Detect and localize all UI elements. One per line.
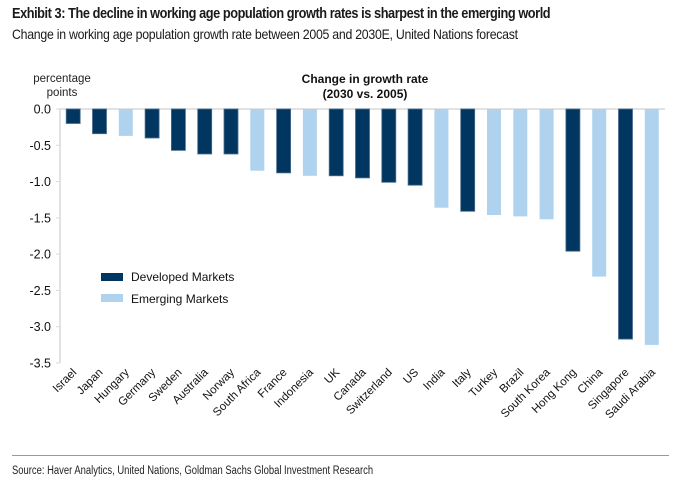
legend-label-emerging: Emerging Markets <box>131 292 228 306</box>
x-tick-label: US <box>401 366 421 386</box>
chart-title-line1: Change in growth rate <box>302 72 429 86</box>
y-axis: 0.0 -0.5 -1.0 -1.5 -2.0 -2.5 -3.0 -3.5 <box>29 103 665 371</box>
x-tick-label: Israel <box>51 367 79 395</box>
y-tick-label: -3.0 <box>29 320 51 334</box>
chart-title-line2: (2030 vs. 2005) <box>323 87 408 101</box>
bar-sweden <box>170 108 186 151</box>
bar-france <box>276 108 292 174</box>
bar-south-korea <box>539 109 554 220</box>
bar-norway <box>223 108 239 155</box>
x-tick-label: India <box>421 366 448 393</box>
y-tick-label: -2.5 <box>29 284 51 298</box>
y-tick-label: 0.0 <box>34 103 51 117</box>
bar-japan <box>92 108 107 135</box>
chart-title: Change in growth rate (2030 vs. 2005) <box>302 72 429 101</box>
source-note: Source: Haver Analytics, United Nations,… <box>12 465 374 477</box>
y-axis-label: percentage points <box>33 73 91 99</box>
y-axis-label-line2: points <box>47 87 78 99</box>
bars <box>65 108 659 345</box>
bar-turkey <box>487 109 501 215</box>
legend-swatch-developed <box>101 273 123 281</box>
bar-us <box>407 108 423 186</box>
source-divider <box>12 455 669 456</box>
y-tick-label: -3.5 <box>29 357 51 371</box>
bar-germany <box>144 108 160 139</box>
bar-switzerland <box>381 108 397 183</box>
bar-singapore <box>618 108 633 340</box>
bar-india <box>434 109 449 208</box>
legend-label-developed: Developed Markets <box>131 270 234 284</box>
bar-israel <box>65 108 81 124</box>
x-tick-label: UK <box>323 366 343 386</box>
bar-china <box>592 109 607 277</box>
bar-hong-kong <box>565 108 581 252</box>
bar-chart: percentage points Change in growth rate … <box>29 72 665 421</box>
y-tick-label: -0.5 <box>29 139 51 153</box>
y-tick-label: -1.0 <box>29 175 51 189</box>
bar-indonesia <box>302 109 317 176</box>
bar-italy <box>460 108 476 212</box>
exhibit-subtitle: Change in working age population growth … <box>12 26 518 42</box>
x-axis-labels: IsraelJapanHungaryGermanySwedenAustralia… <box>51 366 658 421</box>
y-tick-label: -2.0 <box>29 248 51 262</box>
x-tick-label: Turkey <box>467 366 500 399</box>
bar-saudi-arabia <box>644 109 659 345</box>
bar-australia <box>197 108 213 155</box>
legend-swatch-emerging <box>101 294 123 302</box>
y-axis-label-line1: percentage <box>33 73 91 85</box>
y-tick-label: -1.5 <box>29 211 51 225</box>
exhibit-title: Exhibit 3: The decline in working age po… <box>12 6 551 22</box>
bar-south-africa <box>250 109 265 171</box>
bar-uk <box>328 108 344 177</box>
bar-brazil <box>513 109 528 217</box>
legend: Developed Markets Emerging Markets <box>101 270 234 306</box>
bar-canada <box>355 108 370 179</box>
bar-hungary <box>118 109 133 136</box>
